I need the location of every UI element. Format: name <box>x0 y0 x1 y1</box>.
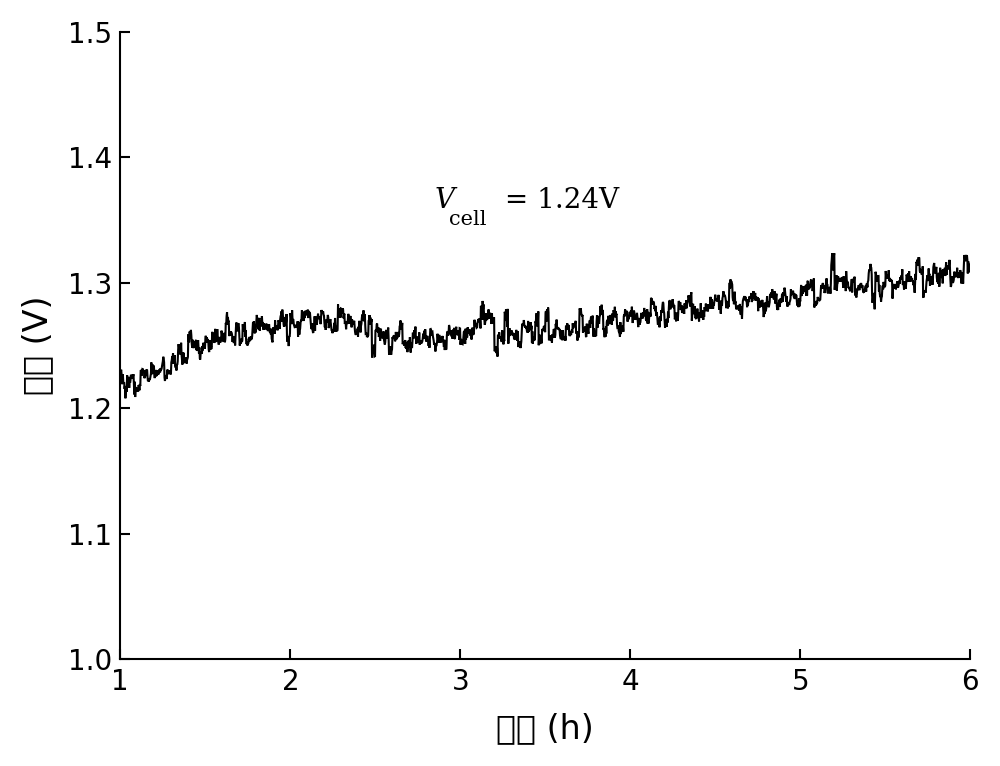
Text: cell: cell <box>449 210 487 229</box>
Text: = 1.24V: = 1.24V <box>496 187 619 214</box>
Text: V: V <box>435 187 455 214</box>
Y-axis label: 电压 (V): 电压 (V) <box>21 296 54 395</box>
X-axis label: 时间 (h): 时间 (h) <box>496 712 594 745</box>
